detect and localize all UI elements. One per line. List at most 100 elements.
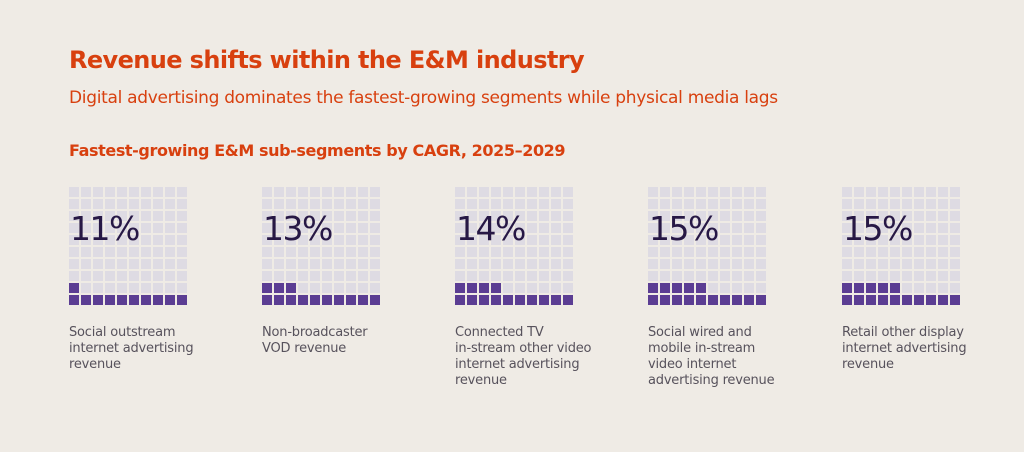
- waffle-cell-filled: [334, 295, 344, 305]
- waffle-cell-empty: [479, 199, 489, 209]
- waffle-cell-empty: [842, 187, 852, 197]
- waffle-cell-empty: [310, 199, 320, 209]
- waffle-cell-empty: [322, 283, 332, 293]
- waffle-cell-filled: [926, 295, 936, 305]
- waffle-cell-empty: [938, 235, 948, 245]
- waffle-cell-empty: [274, 199, 284, 209]
- waffle-cell-empty: [756, 199, 766, 209]
- waffle-cell-empty: [81, 259, 91, 269]
- waffle-cell-empty: [563, 199, 573, 209]
- waffle-cell-empty: [938, 187, 948, 197]
- waffle-cell-empty: [491, 247, 501, 257]
- waffle-cell-empty: [491, 259, 501, 269]
- waffle-cell-empty: [866, 259, 876, 269]
- waffle-cell-empty: [455, 235, 465, 245]
- waffle-cell-empty: [878, 187, 888, 197]
- waffle-cell-empty: [298, 235, 308, 245]
- waffle-cell-filled: [890, 295, 900, 305]
- waffle-cell-empty: [672, 247, 682, 257]
- waffle-cell-empty: [744, 235, 754, 245]
- waffle-cell-empty: [334, 283, 344, 293]
- waffle-cell-empty: [105, 247, 115, 257]
- waffle-cell-empty: [938, 199, 948, 209]
- waffle-cell-empty: [479, 235, 489, 245]
- waffle-cell-empty: [455, 187, 465, 197]
- waffle-cell-empty: [878, 223, 888, 233]
- waffle-cell-empty: [93, 187, 103, 197]
- waffle-cell-empty: [696, 199, 706, 209]
- waffle-cell-empty: [515, 211, 525, 221]
- waffle-cell-empty: [720, 271, 730, 281]
- waffle-cell-filled: [842, 295, 852, 305]
- waffle-cell-empty: [926, 211, 936, 221]
- percent-value: 11%: [70, 209, 140, 248]
- waffle-cell-empty: [455, 223, 465, 233]
- waffle-cell-empty: [648, 199, 658, 209]
- waffle-cell-empty: [744, 247, 754, 257]
- waffle-cell-empty: [165, 211, 175, 221]
- waffle-cell-empty: [117, 271, 127, 281]
- waffle-cell-empty: [467, 259, 477, 269]
- waffle-cell-empty: [660, 187, 670, 197]
- waffle-cell-empty: [926, 259, 936, 269]
- waffle-cell-empty: [274, 211, 284, 221]
- waffle-cell-filled: [902, 295, 912, 305]
- segment-label: Social outstream internet advertising re…: [69, 325, 194, 372]
- waffle-cell-empty: [81, 223, 91, 233]
- waffle-cell-empty: [262, 223, 272, 233]
- waffle-cell-empty: [938, 247, 948, 257]
- page-subtitle: Digital advertising dominates the fastes…: [69, 88, 778, 108]
- waffle-cell-empty: [890, 247, 900, 257]
- waffle-cell-empty: [310, 259, 320, 269]
- waffle-cell-empty: [732, 283, 742, 293]
- waffle-cell-empty: [938, 223, 948, 233]
- waffle-cell-empty: [503, 235, 513, 245]
- waffle-cell-empty: [684, 211, 694, 221]
- waffle-cell-filled: [950, 295, 960, 305]
- waffle-cell-filled: [177, 295, 187, 305]
- waffle-cell-empty: [732, 187, 742, 197]
- waffle-cell-filled: [878, 283, 888, 293]
- waffle-cell-empty: [890, 271, 900, 281]
- waffle-cell-empty: [926, 283, 936, 293]
- waffle-cell-empty: [262, 187, 272, 197]
- waffle-cell-empty: [81, 283, 91, 293]
- waffle-cell-empty: [527, 259, 537, 269]
- waffle-cell-filled: [696, 283, 706, 293]
- waffle-cell-filled: [467, 283, 477, 293]
- waffle-cell-empty: [938, 259, 948, 269]
- waffle-cell-empty: [672, 223, 682, 233]
- waffle-cell-empty: [298, 223, 308, 233]
- waffle-cell-empty: [69, 199, 79, 209]
- waffle-cell-empty: [708, 223, 718, 233]
- waffle-cell-empty: [950, 235, 960, 245]
- waffle-cell-filled: [69, 295, 79, 305]
- waffle-cell-filled: [551, 295, 561, 305]
- waffle-cell-empty: [563, 187, 573, 197]
- waffle-cell-filled: [310, 295, 320, 305]
- waffle-cell-empty: [854, 271, 864, 281]
- waffle-cell-empty: [358, 211, 368, 221]
- waffle-cell-empty: [842, 247, 852, 257]
- waffle-cell-empty: [153, 187, 163, 197]
- waffle-cell-empty: [551, 211, 561, 221]
- waffle-cell-empty: [129, 199, 139, 209]
- waffle-cell-empty: [346, 199, 356, 209]
- waffle-cell-empty: [274, 235, 284, 245]
- waffle-cell-empty: [105, 211, 115, 221]
- waffle-cell-empty: [105, 199, 115, 209]
- waffle-cell-empty: [117, 211, 127, 221]
- waffle-cell-empty: [551, 283, 561, 293]
- waffle-cell-empty: [926, 247, 936, 257]
- waffle-cell-empty: [708, 187, 718, 197]
- waffle-cell-empty: [938, 211, 948, 221]
- waffle-cell-empty: [141, 223, 151, 233]
- waffle-cell-empty: [117, 259, 127, 269]
- waffle-cell-empty: [322, 247, 332, 257]
- waffle-cell-empty: [756, 223, 766, 233]
- waffle-cell-empty: [322, 211, 332, 221]
- waffle-cell-empty: [93, 271, 103, 281]
- waffle-cell-empty: [467, 271, 477, 281]
- waffle-cell-empty: [854, 247, 864, 257]
- waffle-cell-empty: [467, 223, 477, 233]
